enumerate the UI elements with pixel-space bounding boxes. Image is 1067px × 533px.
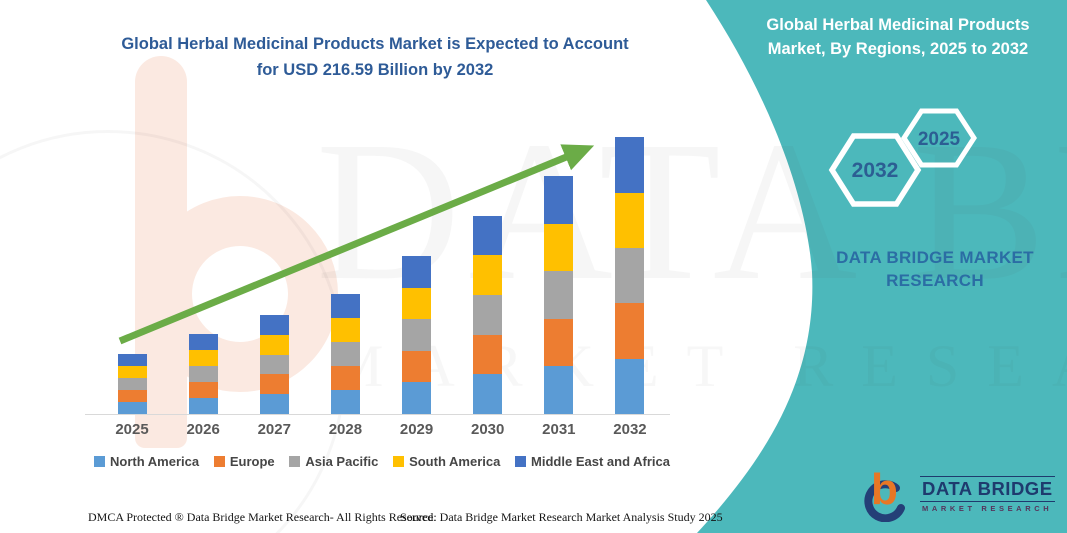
- bar-segment-2028-south-america: [330, 317, 360, 342]
- logo-b-letter: b: [871, 466, 898, 514]
- bar-segment-2032-asia-pacific: [615, 247, 645, 304]
- bar-segment-2028-europe: [330, 365, 360, 390]
- company-logo-tagline: MARKET RESEARCH: [922, 503, 1053, 513]
- hexagon-year-badges: 2025 2032: [828, 108, 977, 207]
- footer-source-text: Source: Data Bridge Market Research Mark…: [400, 510, 723, 524]
- legend-swatch-europe: [213, 456, 225, 467]
- company-logo: b DATA BRIDGE MARKET RESEARCH: [860, 463, 1066, 525]
- bar-segment-2032-north-america: [615, 358, 645, 414]
- bar-segment-2029-south-america: [402, 287, 432, 320]
- bar-segment-2028-middle-east-and-africa: [330, 293, 360, 318]
- legend-item-asia-pacific: Asia Pacific: [289, 454, 378, 469]
- bar-segment-2025-europe: [117, 389, 147, 402]
- legend-label: South America: [409, 454, 501, 469]
- bar-segment-2029-europe: [402, 350, 432, 383]
- bar-segment-2025-north-america: [117, 401, 147, 414]
- bar-segment-2030-south-america: [473, 255, 503, 296]
- x-axis-label-2031: 2031: [542, 421, 576, 438]
- legend-swatch-south-america: [393, 456, 405, 467]
- x-axis-line: [85, 414, 670, 415]
- bar-segment-2030-middle-east-and-africa: [473, 215, 503, 256]
- bar-segment-2026-asia-pacific: [188, 366, 218, 383]
- x-axis-label-2027: 2027: [257, 421, 291, 438]
- bar-segment-2031-asia-pacific: [544, 271, 574, 319]
- legend-label: Asia Pacific: [305, 454, 379, 469]
- logo-swoosh: [864, 480, 905, 522]
- page-title-line2: for USD 216.59 Billion by 2032: [256, 61, 494, 79]
- bar-segment-2026-europe: [188, 382, 218, 399]
- hexagon-2032-label: 2032: [852, 159, 899, 182]
- legend-item-middle-east-and-africa: Middle East and Africa: [515, 454, 670, 469]
- page-title: Global Herbal Medicinal Products Market …: [60, 31, 690, 83]
- x-axis-label-2029: 2029: [399, 421, 434, 438]
- legend-label: Middle East and Africa: [531, 454, 670, 469]
- bar-segment-2027-south-america: [259, 334, 289, 355]
- legend-item-north-america: North America: [94, 454, 199, 469]
- bar-segment-2031-europe: [544, 318, 574, 367]
- bar-segment-2026-north-america: [188, 398, 218, 414]
- bar-segment-2030-europe: [473, 334, 503, 375]
- hexagon-2025-label: 2025: [918, 129, 961, 150]
- brand-name-line1: DATA BRIDGE MARKET: [836, 248, 1034, 267]
- legend-swatch-middle-east-and-africa: [515, 456, 527, 467]
- footer-dmca-text: DMCA Protected ® Data Bridge Market Rese…: [88, 510, 437, 524]
- bar-segment-2027-north-america: [259, 394, 289, 414]
- x-axis-label-2025: 2025: [115, 421, 149, 438]
- bar-segment-2025-middle-east-and-africa: [117, 353, 147, 366]
- bar-segment-2028-asia-pacific: [330, 341, 360, 366]
- x-axis-label-2026: 2026: [186, 421, 220, 438]
- legend-swatch-asia-pacific: [289, 456, 301, 467]
- bar-segment-2025-asia-pacific: [117, 377, 147, 390]
- company-logo-text: DATA BRIDGE MARKET RESEARCH: [920, 475, 1055, 513]
- bar-segment-2026-south-america: [188, 350, 218, 367]
- brand-name-line2: RESEARCH: [886, 271, 984, 290]
- bar-segment-2030-north-america: [473, 374, 503, 414]
- brand-name-block: DATA BRIDGE MARKET RESEARCH: [800, 246, 1067, 292]
- legend-label: Europe: [229, 454, 275, 469]
- bar-segment-2030-asia-pacific: [473, 295, 503, 335]
- bar-segment-2029-north-america: [402, 382, 432, 414]
- bar-segment-2029-middle-east-and-africa: [402, 256, 432, 288]
- bar-segment-2026-middle-east-and-africa: [188, 334, 218, 351]
- page-title-line1: Global Herbal Medicinal Products Market …: [121, 35, 629, 53]
- legend-item-south-america: South America: [393, 454, 500, 469]
- x-axis-label-2032: 2032: [613, 421, 647, 438]
- hexagon-2025: [901, 108, 977, 168]
- bar-segment-2028-north-america: [330, 389, 360, 414]
- bar-segment-2032-south-america: [615, 192, 645, 248]
- bar-segment-2029-asia-pacific: [402, 319, 432, 351]
- bar-segment-2031-middle-east-and-africa: [544, 176, 574, 224]
- bar-segment-2027-middle-east-and-africa: [259, 314, 289, 335]
- watermark-marketresearch-text: MARKET RESEARCH: [330, 336, 1067, 396]
- legend-swatch-north-america: [94, 456, 105, 467]
- x-axis-label-2028: 2028: [328, 421, 363, 438]
- bar-segment-2032-europe: [615, 303, 645, 359]
- x-axis-label-2030: 2030: [471, 421, 505, 438]
- company-logo-icon: b: [864, 466, 905, 522]
- bar-segment-2031-south-america: [544, 223, 574, 272]
- bar-segment-2032-middle-east-and-africa: [615, 137, 645, 193]
- company-logo-name: DATA BRIDGE: [920, 475, 1055, 502]
- side-panel-heading: Global Herbal Medicinal Products Market,…: [742, 13, 1054, 61]
- bar-segment-2027-europe: [259, 374, 289, 395]
- hexagon-2032: [828, 133, 922, 207]
- bar-segment-2025-south-america: [117, 365, 147, 378]
- bar-segment-2031-north-america: [544, 366, 574, 414]
- chart-legend: North America Europe Asia Pacific South Ame…: [94, 454, 670, 469]
- legend-label: North America: [110, 454, 200, 469]
- teal-side-panel-shape: [697, 0, 1067, 533]
- legend-item-europe: Europe: [213, 454, 275, 469]
- bar-segment-2027-asia-pacific: [259, 354, 289, 375]
- side-panel-heading-line2: Market, By Regions, 2025 to 2032: [767, 40, 1029, 58]
- side-panel-heading-line1: Global Herbal Medicinal Products: [766, 16, 1030, 34]
